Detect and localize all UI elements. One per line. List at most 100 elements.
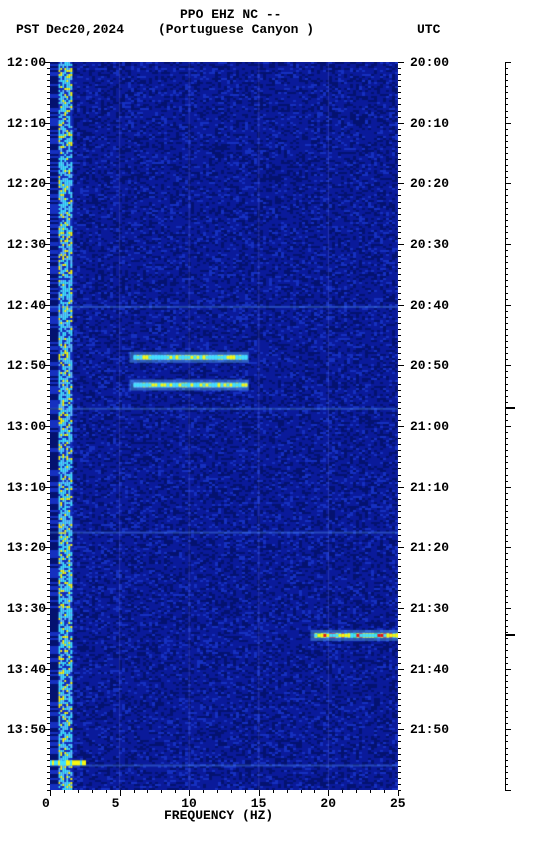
right-time-label: 21:00: [410, 419, 449, 434]
right-minor-tick: [398, 566, 401, 567]
secondary-tick: [505, 784, 508, 785]
secondary-tick: [505, 420, 508, 421]
freq-minor-tick: [175, 790, 176, 793]
left-minor-tick: [47, 578, 50, 579]
freq-minor-tick: [203, 790, 204, 793]
right-minor-tick: [398, 280, 401, 281]
left-minor-tick: [47, 553, 50, 554]
right-minor-tick: [398, 74, 401, 75]
secondary-tick: [505, 280, 508, 281]
left-minor-tick: [47, 705, 50, 706]
secondary-tick: [505, 723, 508, 724]
freq-minor-tick: [106, 790, 107, 793]
secondary-tick: [505, 766, 508, 767]
right-time-label: 21:40: [410, 662, 449, 677]
secondary-tick: [505, 177, 508, 178]
secondary-tick: [505, 566, 508, 567]
freq-minor-tick: [370, 790, 371, 793]
left-minor-tick: [47, 432, 50, 433]
spectrogram-canvas: [50, 62, 398, 790]
left-minor-tick: [47, 566, 50, 567]
secondary-tick: [505, 123, 511, 124]
left-minor-tick: [47, 256, 50, 257]
secondary-tick: [505, 147, 508, 148]
left-minor-tick: [47, 214, 50, 215]
right-minor-tick: [398, 426, 401, 427]
left-minor-tick: [47, 650, 50, 651]
freq-minor-tick: [161, 790, 162, 793]
right-minor-tick: [398, 335, 401, 336]
right-minor-tick: [398, 377, 401, 378]
secondary-tick: [505, 268, 508, 269]
secondary-tick: [505, 189, 508, 190]
right-minor-tick: [398, 547, 401, 548]
secondary-tick: [505, 74, 508, 75]
right-minor-tick: [398, 705, 401, 706]
left-minor-tick: [47, 523, 50, 524]
right-minor-tick: [398, 741, 401, 742]
secondary-tick: [505, 547, 511, 548]
left-minor-tick: [47, 396, 50, 397]
freq-minor-tick: [50, 790, 51, 793]
secondary-tick: [505, 778, 508, 779]
right-minor-tick: [398, 98, 401, 99]
left-minor-tick: [47, 784, 50, 785]
secondary-tick: [505, 772, 508, 773]
right-minor-tick: [398, 365, 401, 366]
right-minor-tick: [398, 147, 401, 148]
secondary-tick: [505, 426, 511, 427]
utc-label: UTC: [417, 22, 440, 37]
secondary-tick: [505, 371, 508, 372]
left-minor-tick: [47, 505, 50, 506]
left-minor-tick: [47, 414, 50, 415]
right-minor-tick: [398, 226, 401, 227]
left-minor-tick: [47, 147, 50, 148]
right-minor-tick: [398, 529, 401, 530]
left-minor-tick: [47, 638, 50, 639]
secondary-tick: [505, 129, 508, 130]
right-minor-tick: [398, 92, 401, 93]
right-minor-tick: [398, 735, 401, 736]
left-minor-tick: [47, 159, 50, 160]
left-minor-tick: [47, 232, 50, 233]
secondary-tick: [505, 195, 508, 196]
right-minor-tick: [398, 256, 401, 257]
left-minor-tick: [47, 62, 50, 63]
left-minor-tick: [47, 644, 50, 645]
right-minor-tick: [398, 402, 401, 403]
secondary-tick: [505, 238, 508, 239]
right-minor-tick: [398, 511, 401, 512]
secondary-tick: [505, 323, 508, 324]
right-minor-tick: [398, 208, 401, 209]
left-minor-tick: [47, 760, 50, 761]
left-minor-tick: [47, 748, 50, 749]
left-time-label: 13:40: [6, 662, 46, 677]
secondary-tick: [505, 438, 508, 439]
left-minor-tick: [47, 323, 50, 324]
left-minor-tick: [47, 596, 50, 597]
freq-minor-tick: [78, 790, 79, 793]
left-minor-tick: [47, 141, 50, 142]
secondary-event-mark: [505, 634, 515, 636]
right-minor-tick: [398, 244, 401, 245]
secondary-tick: [505, 377, 508, 378]
left-minor-tick: [47, 559, 50, 560]
left-minor-tick: [47, 262, 50, 263]
secondary-tick: [505, 505, 508, 506]
secondary-tick: [505, 578, 508, 579]
secondary-tick: [505, 553, 508, 554]
right-minor-tick: [398, 675, 401, 676]
secondary-tick: [505, 717, 508, 718]
left-minor-tick: [47, 202, 50, 203]
left-minor-tick: [47, 717, 50, 718]
secondary-tick: [505, 396, 508, 397]
left-minor-tick: [47, 226, 50, 227]
secondary-tick: [505, 729, 511, 730]
right-time-label: 20:40: [410, 298, 449, 313]
right-minor-tick: [398, 141, 401, 142]
secondary-tick: [505, 669, 511, 670]
secondary-tick: [505, 535, 508, 536]
secondary-tick: [505, 80, 508, 81]
left-minor-tick: [47, 250, 50, 251]
left-minor-tick: [47, 711, 50, 712]
